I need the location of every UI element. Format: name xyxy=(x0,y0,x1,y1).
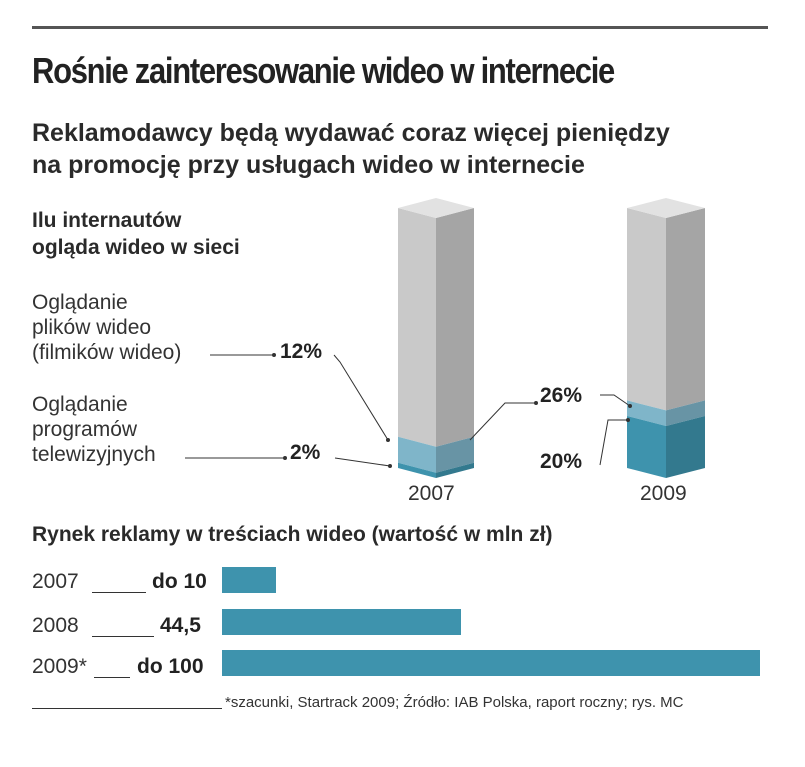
bar-2007 xyxy=(222,567,276,593)
bar-year-2009: 2009* xyxy=(32,655,87,678)
column-rest-2009-right-face xyxy=(666,208,705,411)
leader-line-5 xyxy=(600,394,631,407)
column-rest-2007-right-face xyxy=(436,208,474,447)
leader-line xyxy=(94,677,130,678)
footer-rule xyxy=(32,708,222,709)
leader-dot-0 xyxy=(272,353,276,357)
bar-tv-2007-left-face xyxy=(398,462,436,478)
column-rest-2007-left-face xyxy=(398,208,436,447)
bar-video-2009-right-face xyxy=(666,400,705,426)
series-label-line: programów xyxy=(32,418,138,441)
bar-tv-2009-right-face xyxy=(666,416,705,478)
x-tick-2009: 2009 xyxy=(640,482,687,505)
leader-line xyxy=(92,636,154,637)
bar-video-2007-right-face xyxy=(436,436,474,473)
series-label-line: Oglądanie xyxy=(32,291,128,314)
leader-dot-5 xyxy=(628,404,632,408)
leader-line-6 xyxy=(599,419,628,466)
data-label-video-2007: 12% xyxy=(280,340,323,363)
column-top-2007 xyxy=(398,198,474,218)
leader-dot-2 xyxy=(283,456,287,460)
column-chart-title-line: Ilu internautów xyxy=(32,209,182,232)
series-label-tv: Oglądanie programów telewizyjnych xyxy=(32,392,156,467)
bar-2009 xyxy=(222,650,760,676)
bar-year-2008: 2008 xyxy=(32,614,79,637)
bar-video-2009-left-face xyxy=(627,400,666,426)
series-label-video: Oglądanie plików wideo (filmików wideo) xyxy=(32,290,181,365)
top-rule xyxy=(32,26,768,29)
bar-tv-2007-right-face xyxy=(436,462,474,478)
bar-chart-title: Rynek reklamy w treściach wideo (wartość… xyxy=(32,523,553,546)
leader-line-1 xyxy=(333,354,389,441)
bar-video-2007-left-face xyxy=(398,436,436,473)
column-top-2009 xyxy=(627,198,705,218)
leader-line xyxy=(92,592,146,593)
bar-tv-2009-left-face xyxy=(627,416,666,478)
leader-dot-3 xyxy=(388,464,392,468)
column-rest-2009-left-face xyxy=(627,208,666,411)
bar-2008 xyxy=(222,609,461,635)
x-tick-2007: 2007 xyxy=(408,482,455,505)
series-label-line: Oglądanie xyxy=(32,393,128,416)
page-title: Rośnie zainteresowanie wideo w interneci… xyxy=(32,50,615,91)
leader-line-4 xyxy=(469,402,536,441)
bar-value-2007: do 10 xyxy=(152,570,207,593)
bar-year-2007: 2007 xyxy=(32,570,79,593)
leader-dot-1 xyxy=(386,438,390,442)
series-label-line: telewizyjnych xyxy=(32,443,156,466)
leader-dot-4 xyxy=(534,401,538,405)
data-label-tv-2009: 20% xyxy=(540,450,583,473)
bar-value-2008: 44,5 xyxy=(160,614,201,637)
bar-value-2009: do 100 xyxy=(137,655,204,678)
data-label-video-2009: 26% xyxy=(540,384,583,407)
subtitle-line: na promocję przy usługach wideo w intern… xyxy=(32,151,585,179)
page-subtitle: Reklamodawcy będą wydawać coraz więcej p… xyxy=(32,117,670,181)
source-note: *szacunki, Startrack 2009; Źródło: IAB P… xyxy=(225,694,684,711)
series-label-line: (filmików wideo) xyxy=(32,341,182,364)
column-chart-title: Ilu internautów ogląda wideo w sieci xyxy=(32,207,240,261)
subtitle-line: Reklamodawcy będą wydawać coraz więcej p… xyxy=(32,119,670,147)
leader-line-3 xyxy=(334,457,391,467)
series-label-line: plików wideo xyxy=(32,316,152,339)
data-label-tv-2007: 2% xyxy=(290,441,321,464)
leader-dot-6 xyxy=(626,418,630,422)
column-chart-title-line: ogląda wideo w sieci xyxy=(32,236,240,259)
